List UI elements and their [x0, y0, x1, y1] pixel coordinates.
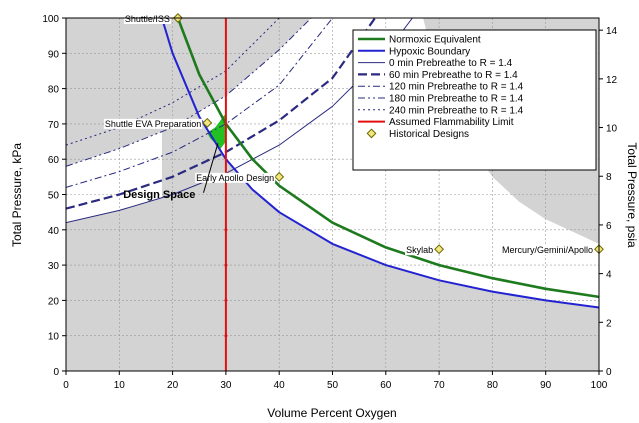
- annotations: Design Space: [123, 143, 219, 201]
- y-tick-label: 60: [48, 155, 60, 166]
- x-tick-label: 40: [274, 380, 286, 391]
- design-space-region: [207, 113, 226, 149]
- legend-swatch-historical: [366, 128, 377, 139]
- x-tick-label: 60: [380, 380, 392, 391]
- series-line-1: [160, 18, 599, 309]
- legend-label-6: 240 min Prebreathe to R = 1.4: [389, 105, 524, 116]
- legend-label-2: 0 min Prebreathe to R = 1.4: [389, 58, 513, 69]
- point-label-background: [500, 245, 594, 256]
- x-tick-label: 30: [220, 380, 232, 391]
- flammability-marker: [224, 228, 228, 232]
- y-right-tick-label: 10: [606, 124, 618, 135]
- y-tick-label: 0: [53, 367, 59, 378]
- design-space-label: Design Space: [123, 189, 195, 201]
- y-tick-label: 10: [48, 332, 60, 343]
- x-tick-label: 80: [487, 380, 499, 391]
- point-label-background: [123, 14, 171, 24]
- y-right-tick-label: 6: [606, 221, 612, 232]
- legend-label-historical: Historical Designs: [389, 129, 469, 140]
- legend-label-5: 180 min Prebreathe to R = 1.4: [389, 94, 524, 105]
- x-tick-label: 50: [327, 380, 339, 391]
- historical-design-label: Skylab: [406, 245, 433, 255]
- y-right-tick-label: 2: [606, 318, 612, 329]
- y-axis-label: Total Pressure, kPa: [10, 143, 24, 247]
- historical-design-marker: [274, 171, 285, 182]
- series-line-5: [66, 18, 312, 167]
- y-tick-label: 40: [48, 226, 60, 237]
- series-line-0: [176, 18, 599, 299]
- y-axis-right-ticks: 0 2 4 6 8 10 12 14: [599, 26, 618, 378]
- flammability-marker: [224, 334, 228, 338]
- shaded-region-hypoxic: [161, 18, 599, 371]
- legend-box: [352, 29, 597, 171]
- historical-design-label: Shuttle/ISS: [125, 14, 170, 24]
- axes: 0 10 20 30 40 50 60 70 80 90 100 01020304050607080…: [10, 14, 639, 420]
- historical-design-points: Shuttle/ISS Shuttle EVA Preparation Early …: [103, 13, 604, 256]
- legend-label-7: Assumed Flammability Limit: [389, 117, 514, 128]
- y-tick-label: 80: [48, 85, 60, 96]
- y-tick-label: 90: [48, 49, 60, 60]
- legend-label-3: 60 min Prebreathe to R = 1.4: [389, 70, 518, 81]
- legend-label-0: Normoxic Equivalent: [389, 35, 481, 46]
- series-line-4: [66, 18, 333, 188]
- y-tick-label: 100: [42, 14, 59, 25]
- historical-design-label: Shuttle EVA Preparation: [105, 119, 201, 129]
- x-tick-label: 70: [434, 380, 446, 391]
- flammability-marker: [224, 298, 228, 302]
- flammability-marker: [224, 263, 228, 267]
- y-right-tick-label: 12: [606, 75, 618, 86]
- historical-design-label: Early Apollo Design: [196, 173, 274, 183]
- legend-label-4: 120 min Prebreathe to R = 1.4: [389, 82, 524, 93]
- point-label-background: [405, 245, 435, 256]
- x-axis-ticks: 0 10 20 30 40 50 60 70 80 90 100: [63, 371, 608, 391]
- y-axis-ticks: 0 10 20 30 40 50 60 70 80 90 100: [42, 14, 66, 378]
- y-tick-label: 20: [48, 296, 60, 307]
- historical-design-marker: [202, 117, 213, 128]
- y-right-tick-label: 8: [606, 172, 612, 183]
- y-tick-label: 70: [48, 120, 60, 131]
- y-tick-label: 30: [48, 261, 60, 272]
- y-axis-right-label: Total Pressure, psia: [625, 142, 639, 248]
- y-right-tick-label: 14: [606, 26, 618, 37]
- y-right-tick-label: 4: [606, 270, 612, 281]
- historical-design-marker: [434, 244, 445, 255]
- x-tick-label: 10: [114, 380, 126, 391]
- x-tick-label: 0: [63, 380, 69, 391]
- point-label-background: [195, 172, 276, 183]
- x-tick-label: 90: [540, 380, 552, 391]
- y-right-tick-label: 0: [606, 367, 612, 378]
- design-space-leader: [203, 143, 219, 193]
- point-label-background: [103, 118, 203, 129]
- x-axis-label: Volume Percent Oxygen: [267, 406, 396, 420]
- y-tick-label: 50: [48, 191, 60, 202]
- legend-label-1: Hypoxic Boundary: [389, 46, 470, 57]
- x-tick-label: 100: [591, 380, 608, 391]
- x-tick-label: 20: [167, 380, 179, 391]
- historical-design-label: Mercury/Gemini/Apollo: [502, 245, 593, 255]
- design-space-fill: [207, 113, 226, 149]
